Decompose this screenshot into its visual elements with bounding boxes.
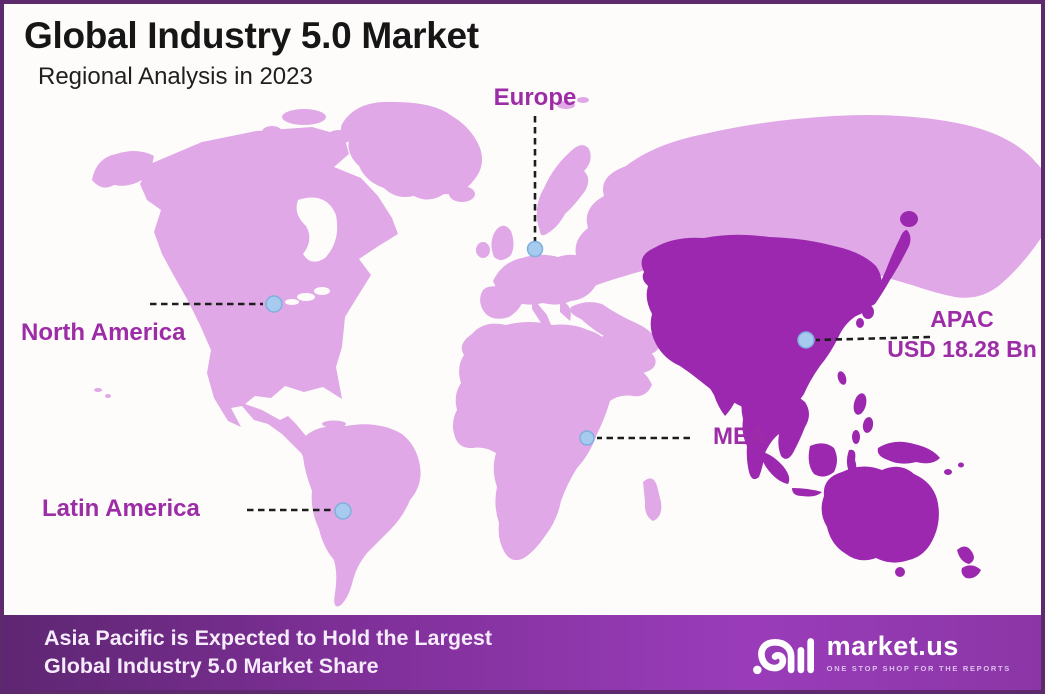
banner-line-2: Global Industry 5.0 Market Share [44, 653, 379, 678]
marker-dot-mea [579, 430, 595, 446]
region-label-latin-america: Latin America [42, 495, 200, 522]
leader-line-apac [815, 335, 931, 342]
map-japan-honshu [870, 230, 911, 306]
map-scandinavia [536, 145, 591, 236]
page-title: Global Industry 5.0 Market [24, 15, 479, 56]
marker-dot-latin-america [334, 502, 352, 520]
banner-headline: Asia Pacific is Expected to Hold the Lar… [44, 625, 492, 681]
region-value-apac: USD 18.28 Bn [887, 335, 1037, 362]
market-us-logo-icon [752, 637, 814, 674]
brand-logo: market.us ONE STOP SHOP FOR THE REPORTS [752, 628, 1011, 678]
map-europe-greece [560, 300, 571, 321]
world-map [92, 97, 1041, 607]
map-new-guinea [877, 441, 940, 464]
bottom-banner: Asia Pacific is Expected to Hold the Lar… [4, 615, 1041, 690]
map-africa [452, 322, 652, 561]
map-sumatra [761, 452, 790, 484]
logo-tagline: ONE STOP SHOP FOR THE REPORTS [826, 663, 1011, 673]
map-hudson-bay [296, 197, 338, 262]
map-greenland [340, 101, 482, 200]
map-india [672, 346, 753, 416]
page-subtitle: Regional Analysis in 2023 [38, 62, 313, 90]
region-label-mea: MEA [713, 423, 767, 450]
map-water-cutouts [285, 197, 338, 305]
map-europe-italy [532, 297, 553, 330]
map-south-america [300, 424, 421, 607]
map-north-america [140, 127, 398, 456]
map-uk [491, 225, 514, 261]
brand-text: market.us ONE STOP SHOP FOR THE REPORTS [826, 630, 1011, 673]
banner-line-1: Asia Pacific is Expected to Hold the Lar… [44, 625, 493, 650]
marker-dots [265, 240, 815, 520]
logo-name: market.us [826, 630, 959, 661]
map-apac-highlight [641, 211, 981, 579]
leader-lines [150, 116, 931, 512]
marker-dot-europe [526, 240, 544, 258]
map-alaska [92, 150, 156, 188]
region-label-apac: APAC USD 18.28 Bn [887, 305, 1037, 365]
map-java [792, 488, 822, 497]
header: Global Industry 5.0 Market Regional Anal… [24, 15, 479, 91]
map-australia [821, 466, 939, 563]
map-middle-east [570, 302, 660, 355]
marker-dot-apac [797, 331, 815, 349]
map-indochina [741, 382, 809, 480]
region-label-europe: Europe [493, 84, 577, 111]
map-korea [850, 286, 866, 312]
map-new-zealand-south [961, 565, 981, 579]
map-borneo [808, 443, 837, 477]
map-new-zealand-north [957, 546, 974, 564]
region-label-apac-name: APAC [930, 306, 994, 332]
map-madagascar [643, 478, 662, 521]
marker-dot-north-america [265, 295, 283, 313]
region-label-north-america: North America [21, 319, 186, 346]
